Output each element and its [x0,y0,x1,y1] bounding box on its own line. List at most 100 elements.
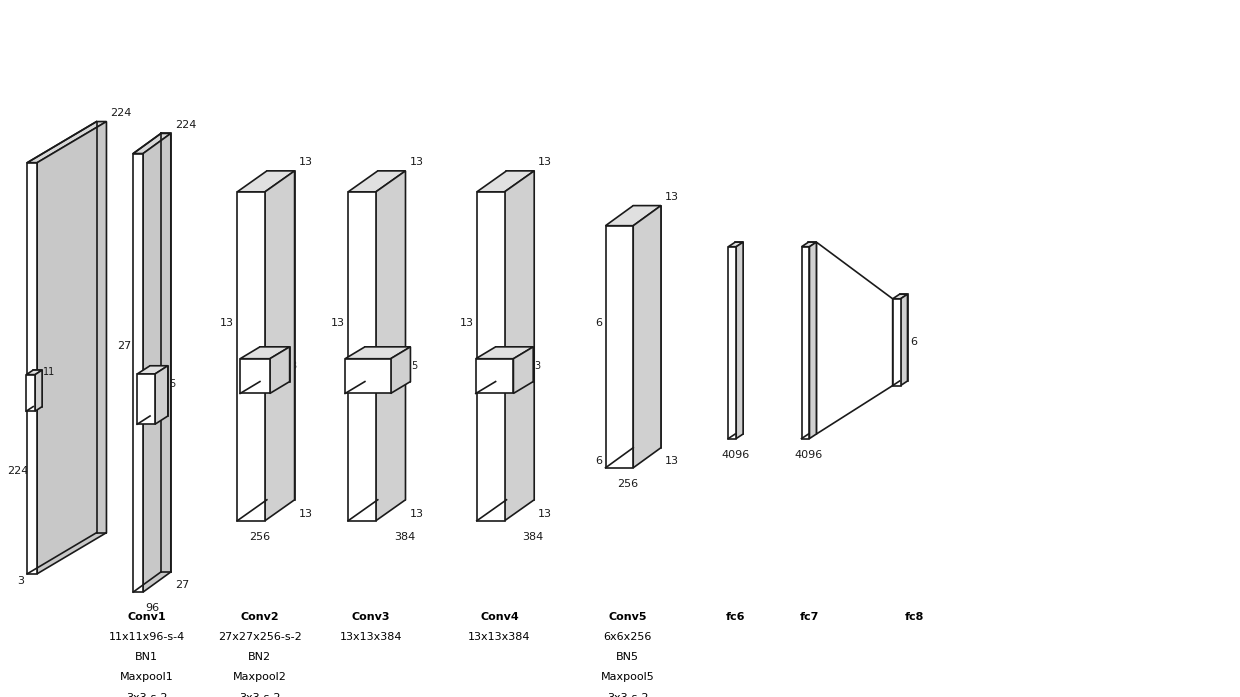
Polygon shape [737,242,743,438]
Text: 3: 3 [290,360,296,371]
Polygon shape [496,347,533,381]
Polygon shape [728,247,737,438]
Text: 224: 224 [7,466,29,476]
Text: 3x3-s-2: 3x3-s-2 [125,693,167,697]
Text: 3: 3 [17,576,25,585]
Text: 96: 96 [145,603,159,613]
Text: 13x13x384: 13x13x384 [340,632,402,642]
Polygon shape [808,242,816,434]
Text: 3x3-s-2: 3x3-s-2 [606,693,649,697]
Text: fc6: fc6 [725,612,745,622]
Polygon shape [476,359,513,393]
Text: Maxpool1: Maxpool1 [119,673,174,682]
Text: Conv2: Conv2 [241,612,279,622]
Polygon shape [345,347,410,359]
Polygon shape [37,121,107,574]
Text: 13: 13 [665,456,680,466]
Polygon shape [477,171,534,192]
Text: 256: 256 [249,532,270,542]
Text: fc7: fc7 [800,612,818,622]
Polygon shape [27,121,107,162]
Text: 5: 5 [358,398,365,408]
Polygon shape [35,370,42,411]
Text: 384: 384 [522,532,544,542]
Text: 6x6x256: 6x6x256 [604,632,652,642]
Polygon shape [241,347,290,359]
Polygon shape [505,171,534,521]
Polygon shape [378,171,405,500]
Text: 13: 13 [409,509,423,519]
Polygon shape [138,366,167,374]
Text: 4096: 4096 [795,450,823,459]
Text: 13: 13 [331,319,345,328]
Text: Conv1: Conv1 [128,612,166,622]
Polygon shape [735,242,743,434]
Polygon shape [155,366,167,424]
Polygon shape [161,133,171,572]
Polygon shape [893,299,900,385]
Polygon shape [237,192,265,521]
Text: BN2: BN2 [248,652,272,662]
Text: 6: 6 [595,456,603,466]
Polygon shape [241,359,270,393]
Polygon shape [26,374,35,411]
Polygon shape [345,359,391,393]
Text: BN5: BN5 [616,652,639,662]
Polygon shape [270,347,290,393]
Polygon shape [267,171,295,500]
Text: 13x13x384: 13x13x384 [469,632,531,642]
Text: 224: 224 [110,108,131,118]
Polygon shape [33,370,42,406]
Polygon shape [26,370,42,374]
Polygon shape [899,294,908,381]
Polygon shape [513,347,533,393]
Polygon shape [605,226,634,468]
Text: 13: 13 [299,509,312,519]
Polygon shape [138,374,155,424]
Text: Maxpool5: Maxpool5 [601,673,655,682]
Text: 27: 27 [117,342,131,351]
Text: BN1: BN1 [135,652,157,662]
Text: 5: 5 [169,379,175,389]
Text: Conv3: Conv3 [352,612,391,622]
Polygon shape [348,192,376,521]
Text: Conv4: Conv4 [480,612,518,622]
Polygon shape [634,206,661,447]
Text: 13: 13 [409,158,423,167]
Text: 11: 11 [27,415,40,426]
Polygon shape [816,242,893,434]
Polygon shape [893,294,908,299]
Text: 13: 13 [538,509,552,519]
Polygon shape [801,242,816,247]
Text: 6: 6 [910,337,918,347]
Text: Maxpool2: Maxpool2 [233,673,286,682]
Polygon shape [900,294,908,385]
Text: 5: 5 [143,429,149,439]
Text: 27x27x256-s-2: 27x27x256-s-2 [218,632,301,642]
Polygon shape [810,242,816,438]
Text: 5: 5 [412,360,418,371]
Polygon shape [27,162,37,574]
Polygon shape [133,133,171,153]
Text: 3: 3 [249,398,255,408]
Text: 224: 224 [175,120,196,130]
Text: Conv5: Conv5 [609,612,647,622]
Text: 256: 256 [618,479,639,489]
Polygon shape [728,242,743,247]
Text: 13: 13 [665,192,680,202]
Text: 4096: 4096 [722,450,750,459]
Polygon shape [476,347,533,359]
Text: 3: 3 [487,398,494,408]
Polygon shape [634,206,661,468]
Polygon shape [605,206,661,226]
Text: 3: 3 [534,360,541,371]
Polygon shape [801,247,810,438]
Text: 13: 13 [538,158,552,167]
Polygon shape [348,171,405,192]
Polygon shape [265,171,295,521]
Polygon shape [133,153,143,592]
Polygon shape [260,347,290,381]
Text: 11x11x96-s-4: 11x11x96-s-4 [108,632,185,642]
Polygon shape [376,171,405,521]
Text: 13: 13 [299,158,312,167]
